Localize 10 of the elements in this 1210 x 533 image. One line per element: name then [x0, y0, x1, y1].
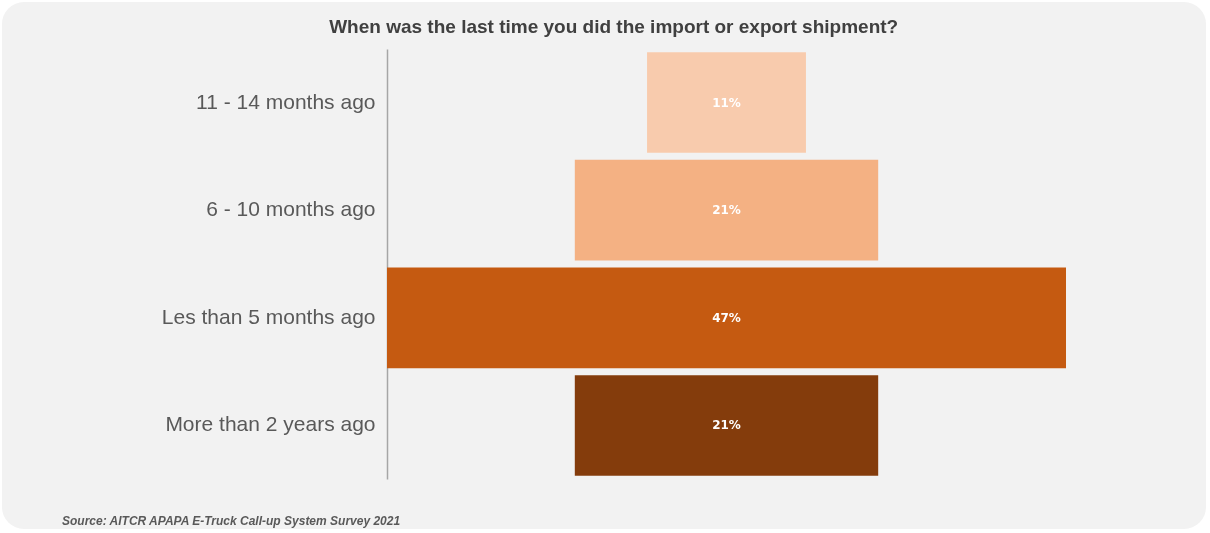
- category-label: Les than 5 months ago: [161, 304, 376, 328]
- data-label: 47%: [712, 310, 741, 325]
- text: When was the last time you did the import or export shipment?: [329, 16, 899, 37]
- source-note: Source: AITCR APAPA E-Truck Call-up System Survey 2021: [62, 514, 401, 528]
- category-label: 11 - 14 months ago: [196, 89, 376, 113]
- data-label: 21%: [712, 203, 741, 218]
- data-label: 11%: [712, 95, 741, 110]
- data-label: 21%: [712, 418, 741, 433]
- category-label: More than 2 years ago: [165, 412, 376, 436]
- category-label: 6 - 10 months ago: [206, 197, 376, 221]
